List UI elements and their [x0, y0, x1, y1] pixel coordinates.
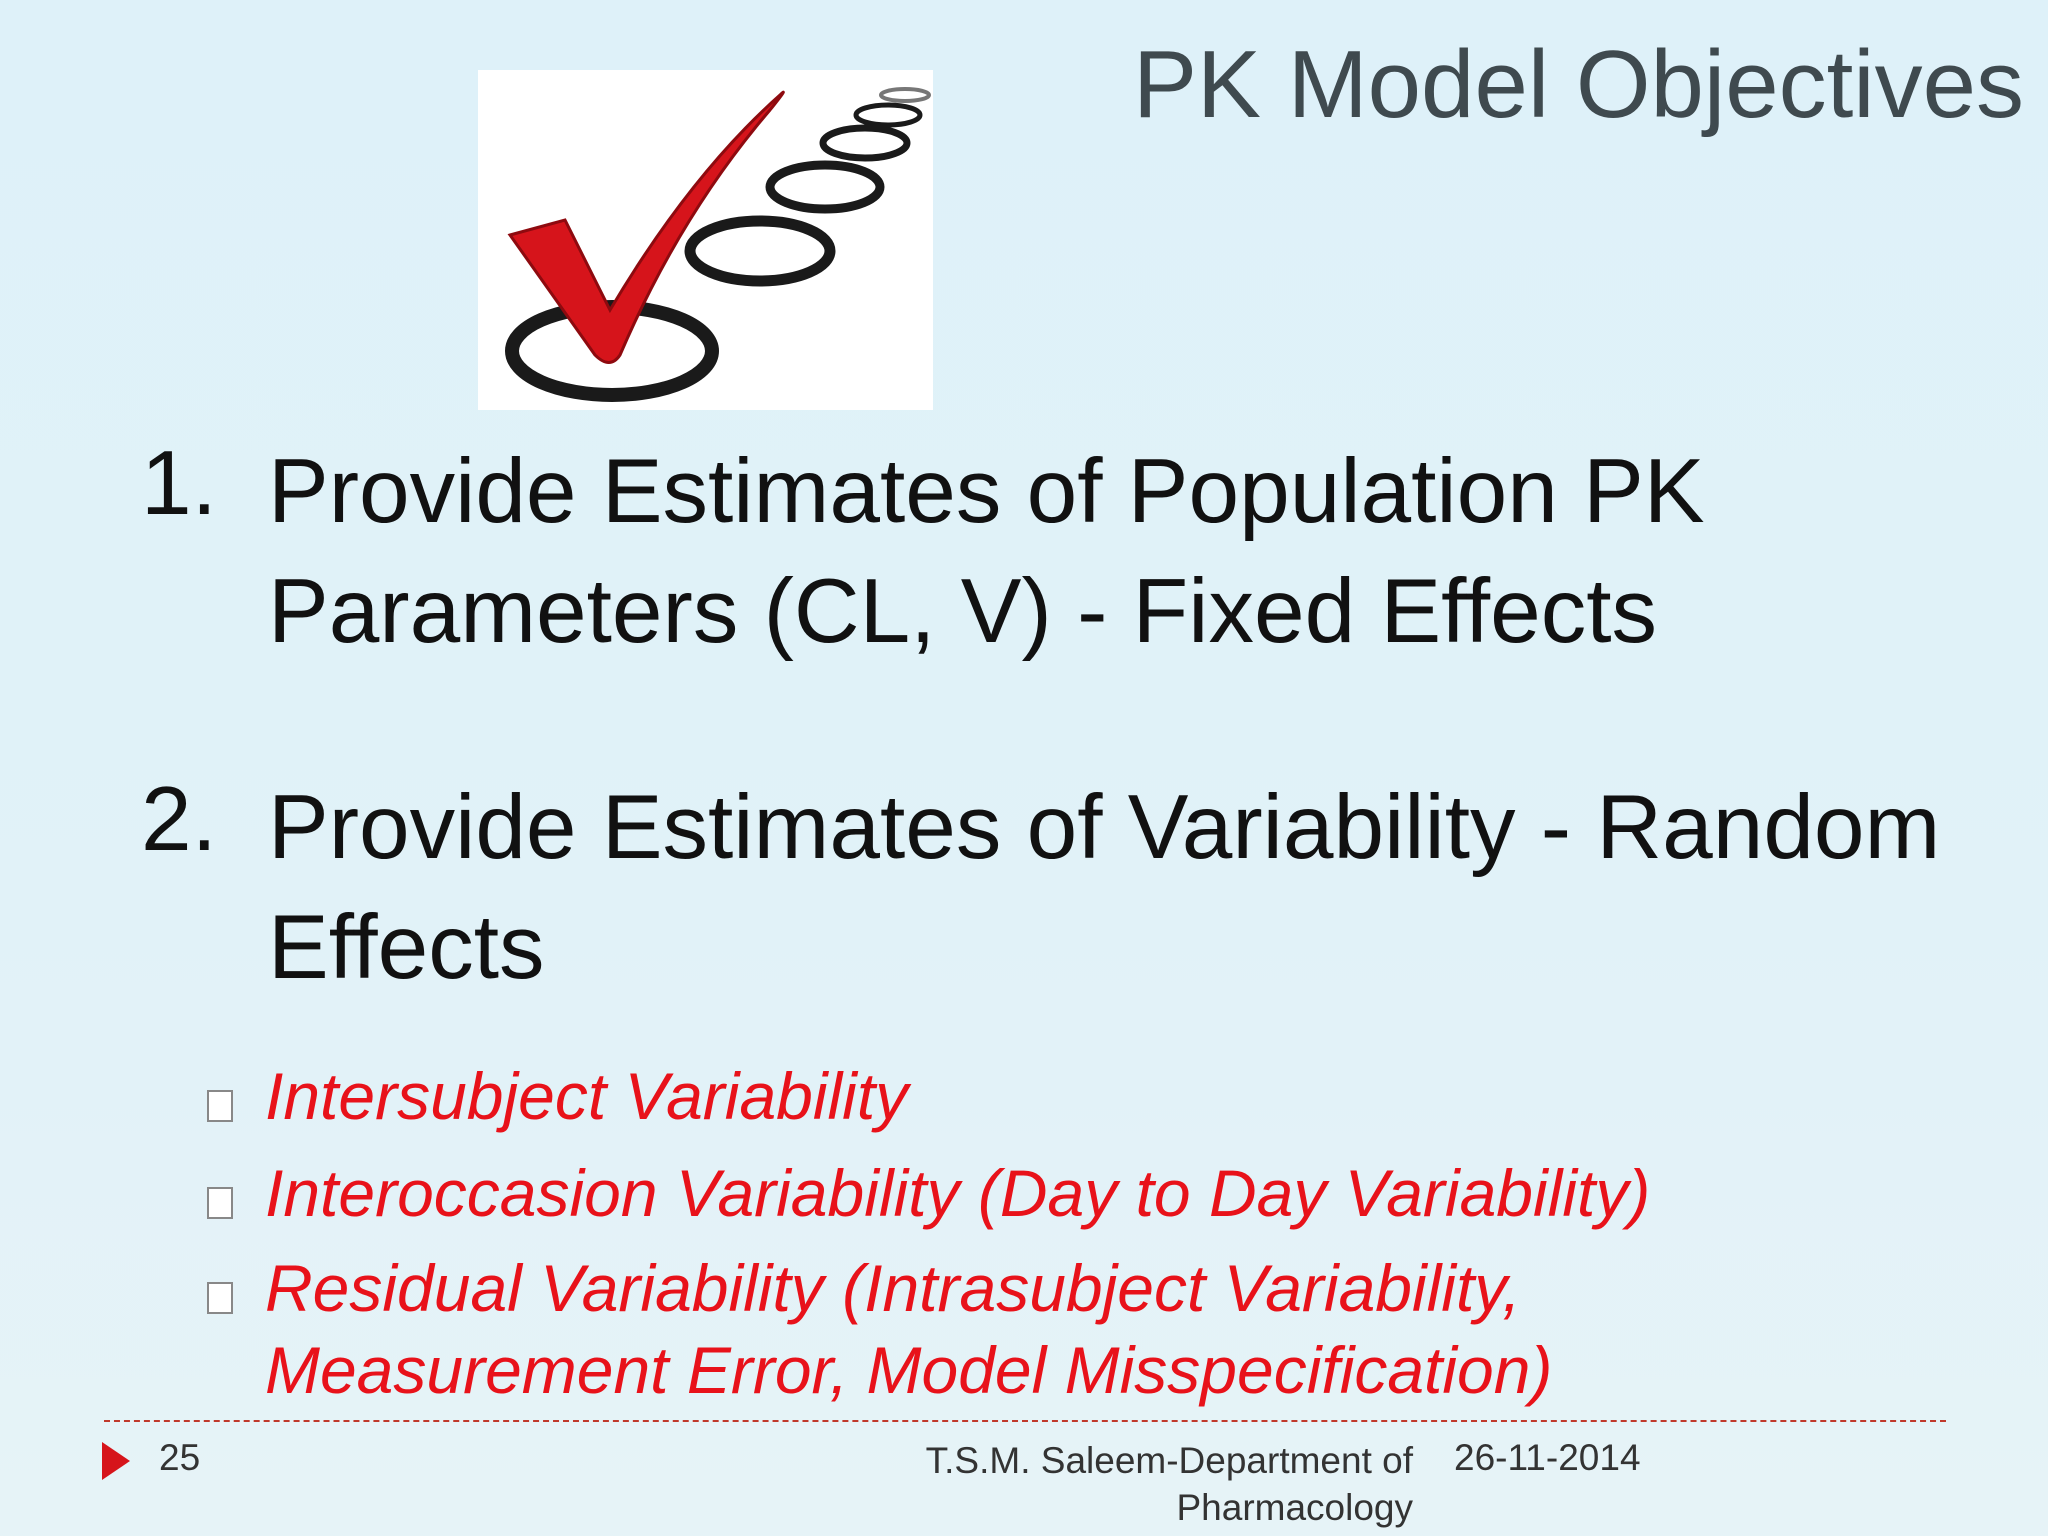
footer-date: 26-11-2014	[1454, 1437, 1641, 1478]
bullet-box	[207, 1090, 233, 1122]
item-number: 1.	[141, 433, 217, 534]
sub-item: Residual Variability (Intrasubject Varia…	[265, 1251, 1553, 1407]
item-text: Provide Estimates of Variability - Rando…	[268, 777, 1941, 998]
sub-item: Intersubject Variability	[265, 1059, 909, 1133]
item-text: Provide Estimates of Population PK Param…	[268, 441, 1705, 662]
checklist-icon	[478, 70, 933, 410]
footer-rule	[104, 1420, 1946, 1422]
item-number: 2.	[141, 769, 217, 870]
footer-arrow	[102, 1442, 130, 1480]
bullet-box	[207, 1187, 233, 1219]
bullet-box	[207, 1282, 233, 1314]
footer-author: T.S.M. Saleem-Department of Pharmacology	[925, 1440, 1413, 1528]
page-number: 25	[159, 1437, 201, 1478]
slide-title: PK Model Objectives	[1132, 31, 2024, 138]
sub-item: Interoccasion Variability (Day to Day Va…	[265, 1156, 1651, 1230]
